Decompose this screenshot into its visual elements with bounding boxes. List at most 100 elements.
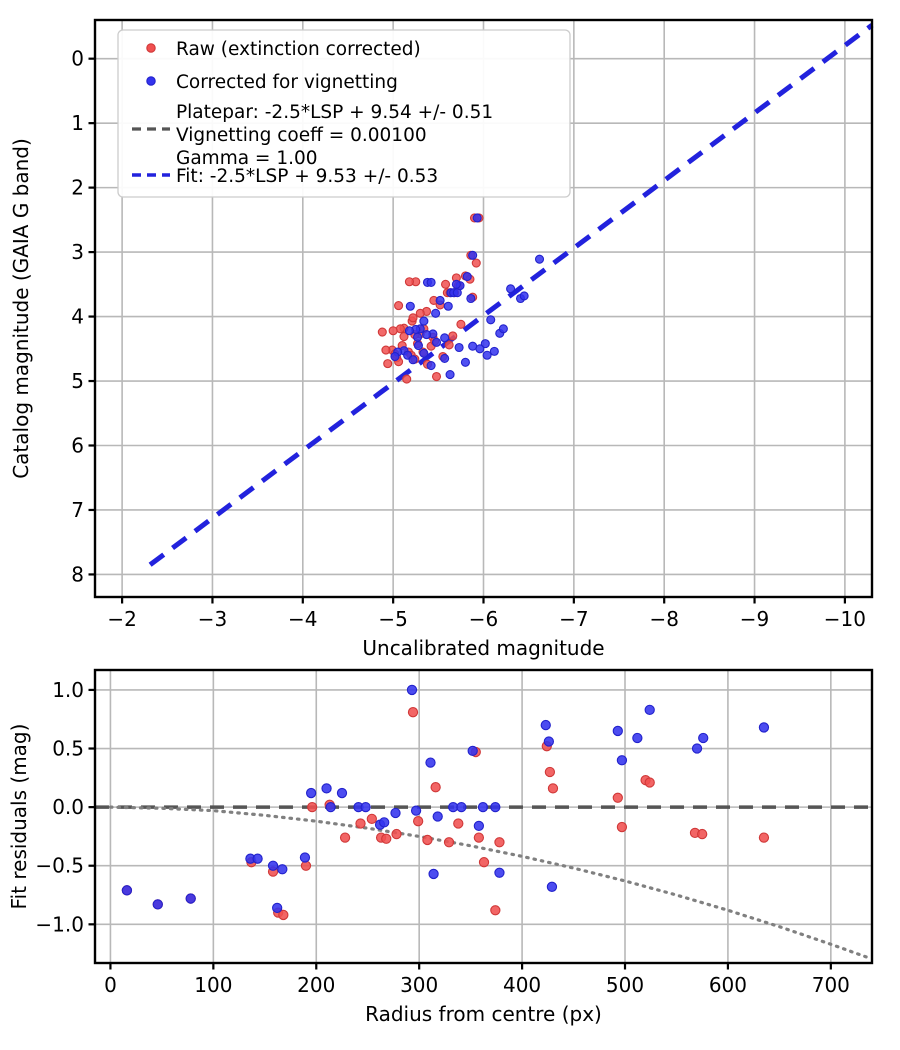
data-point: [441, 279, 451, 289]
data-point: [419, 348, 429, 358]
data-point: [477, 801, 489, 813]
data-point: [408, 355, 418, 365]
top-plot-legend: Raw (extinction corrected) Corrected for …: [117, 29, 571, 198]
data-point: [444, 340, 454, 350]
ytick-label-top-plot: 8: [71, 562, 84, 586]
data-point: [468, 341, 478, 351]
xtick-label-top-plot: −3: [198, 607, 227, 631]
xtick-label-bottom-plot: 400: [503, 973, 541, 997]
data-point: [377, 327, 387, 337]
xtick-label-top-plot: −5: [378, 607, 407, 631]
data-point: [489, 346, 499, 356]
xtick-label-bottom-plot: 500: [606, 973, 644, 997]
data-point: [543, 736, 555, 747]
xtick-label-bottom-plot: 700: [812, 973, 850, 997]
data-point: [305, 787, 317, 799]
data-point: [445, 370, 455, 380]
data-point: [616, 755, 628, 766]
top-plot-axes: −2 −3 −4 −5 −6 −7 −8 −9 −10 0 1 2 3 4 5 6 7 8 Uncalibrated…: [9, 18, 874, 660]
data-point: [406, 684, 418, 696]
ytick-label-top-plot: 7: [71, 498, 84, 522]
data-point: [471, 258, 481, 268]
data-point: [544, 766, 556, 778]
data-point: [390, 351, 400, 362]
xtick-label-top-plot: −10: [824, 607, 866, 631]
data-point: [325, 801, 336, 813]
data-point: [402, 374, 412, 384]
ytick-label-top-plot: 5: [71, 369, 84, 393]
data-point: [490, 905, 501, 916]
ytick-label-top-plot: 1: [71, 111, 84, 135]
data-point: [443, 837, 455, 848]
data-point: [432, 811, 443, 822]
data-point: [478, 857, 490, 868]
data-point: [413, 341, 423, 351]
data-point: [426, 361, 436, 371]
xaxis-label-bottom-plot: Radius from centre (px): [365, 1002, 602, 1026]
data-point: [632, 732, 643, 744]
xtick-label-bottom-plot: 200: [297, 973, 335, 997]
data-point: [498, 324, 508, 334]
data-point: [431, 308, 441, 318]
data-point: [272, 902, 283, 914]
data-point: [758, 722, 770, 733]
data-point: [425, 757, 436, 768]
data-point: [428, 868, 439, 880]
data-point: [185, 893, 196, 904]
data-point: [443, 301, 453, 311]
fit-line-top-plot: [148, 23, 874, 567]
yaxis-label-top-plot: Catalog magnitude (GAIA G band): [9, 138, 33, 479]
data-point: [490, 801, 501, 813]
data-point: [121, 885, 133, 896]
ytick-label-top-plot: 3: [71, 240, 84, 264]
data-point: [540, 719, 551, 731]
xtick-label-bottom-plot: 600: [709, 973, 747, 997]
data-point: [391, 828, 402, 840]
data-point: [422, 834, 433, 846]
data-point: [299, 852, 311, 863]
data-point: [460, 357, 470, 367]
data-point: [306, 801, 318, 813]
data-point: [339, 832, 351, 843]
ytick-label-bottom-plot: −0.5: [35, 854, 84, 878]
data-point: [415, 308, 425, 318]
data-point: [355, 818, 366, 829]
series-corrected-bottom: [121, 684, 770, 914]
data-point: [466, 293, 476, 304]
ytick-label-bottom-plot: −1.0: [35, 912, 84, 936]
data-point: [152, 899, 163, 910]
data-point: [467, 745, 478, 757]
bottom-plot-background: [95, 670, 872, 963]
data-point: [644, 777, 655, 788]
vignetting-curve: [108, 805, 869, 959]
data-point: [462, 272, 472, 282]
series-corrected-top: [390, 213, 545, 380]
data-point: [456, 801, 467, 813]
data-point: [519, 291, 529, 301]
xtick-label-top-plot: −4: [288, 607, 317, 631]
data-point: [480, 339, 490, 349]
data-point: [494, 837, 505, 848]
data-point: [454, 342, 464, 353]
ytick-label-bottom-plot: 0.0: [52, 795, 84, 819]
data-point: [473, 820, 485, 832]
data-point: [482, 350, 492, 360]
ytick-label-top-plot: 2: [71, 176, 84, 200]
data-point: [412, 332, 423, 342]
data-point: [546, 881, 558, 892]
data-point: [381, 833, 392, 844]
data-point: [394, 301, 404, 311]
xaxis-label-top-plot: Uncalibrated magnitude: [362, 636, 604, 660]
data-point: [419, 316, 429, 326]
legend-marker-corrected: [146, 76, 156, 86]
data-point: [426, 277, 436, 287]
xtick-label-bottom-plot: 100: [194, 973, 232, 997]
legend-label-platepar-line: Gamma = 1.00: [176, 148, 318, 169]
data-point: [612, 725, 623, 737]
data-point: [644, 704, 655, 715]
data-point: [473, 832, 485, 843]
data-point: [388, 326, 398, 336]
data-point: [267, 860, 279, 871]
data-point: [430, 782, 441, 793]
